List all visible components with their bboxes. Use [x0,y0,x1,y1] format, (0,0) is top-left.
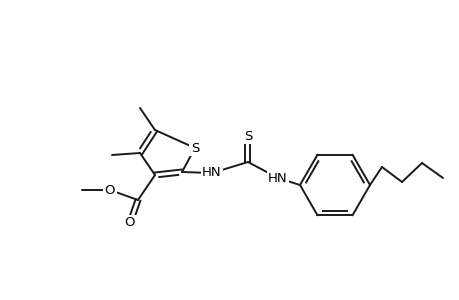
Text: HN: HN [202,167,221,179]
Text: S: S [243,130,252,142]
Text: S: S [190,142,199,154]
Text: HN: HN [268,172,287,184]
Text: O: O [105,184,115,196]
Text: O: O [124,217,135,230]
